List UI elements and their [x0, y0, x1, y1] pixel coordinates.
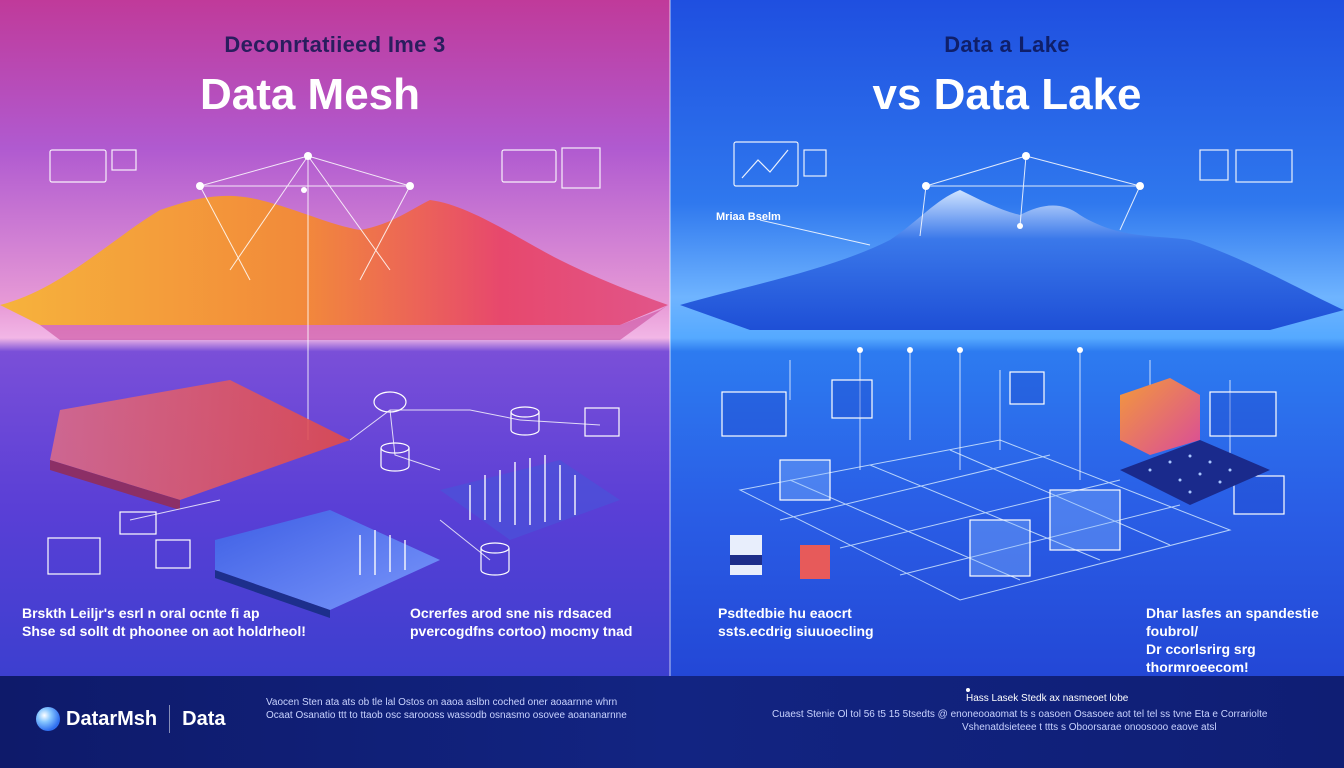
- panel-divider: [669, 0, 671, 676]
- left-title: Data Mesh: [199, 70, 421, 119]
- data-slab-left: [50, 380, 350, 500]
- brand: DatarMsh Data: [36, 704, 226, 734]
- right-title: vs Data Lake: [872, 70, 1142, 119]
- right-caption-1: Psdtedbie hu eaocrt ssts.ecdrig siuuoecl…: [718, 605, 874, 639]
- left-caption-2: Ocrerfes arod sne nis rdsaced pvercogdfn…: [410, 605, 633, 639]
- mountain-shape: [680, 190, 1344, 330]
- chart-icon: [733, 141, 799, 187]
- footer-bar: DatarMsh Data Vaocen Sten ata ats ob tle…: [0, 676, 1344, 768]
- data-slab-right: [1120, 440, 1270, 505]
- document-icon: [49, 149, 107, 183]
- bullet-icon: [966, 688, 970, 692]
- brand-data-label: Data: [182, 707, 226, 730]
- globe-logo-icon: [36, 707, 60, 731]
- lake-label: Mriaa Bselm: [716, 211, 781, 223]
- brand-name: DatarMsh: [66, 707, 158, 730]
- right-caption-2: Dhar lasfes an spandestie foubrol/ Dr cc…: [1146, 605, 1319, 675]
- left-subtitle: Deconrtatiieed Ime 3: [224, 32, 446, 57]
- data-lake-panel: Data a Lake vs Data Lake: [670, 0, 1344, 676]
- left-caption-1: Brskth Leiljr's esrl n oral ocnte fi ap …: [22, 605, 306, 639]
- footer-right-head: Hass Lasek Stedk ax nasmeoet lobe: [966, 688, 1128, 705]
- footer-left-text: Vaocen Sten ata ats ob tle lal Ostos on …: [266, 697, 627, 721]
- data-mesh-panel: Deconrtatiieed Ime 3 Data Mesh: [0, 0, 670, 676]
- data-mesh-illustration: [0, 147, 668, 618]
- data-slab-center: [215, 510, 440, 610]
- data-lake-illustration: [680, 141, 1344, 601]
- right-subtitle: Data a Lake: [944, 32, 1070, 57]
- mountain-shape: [0, 195, 668, 325]
- brand-separator: [169, 705, 171, 733]
- footer-right-text: Cuaest Stenie Ol tol 56 t5 15 5tsedts @ …: [772, 709, 1268, 733]
- data-box-icon: [1120, 378, 1200, 455]
